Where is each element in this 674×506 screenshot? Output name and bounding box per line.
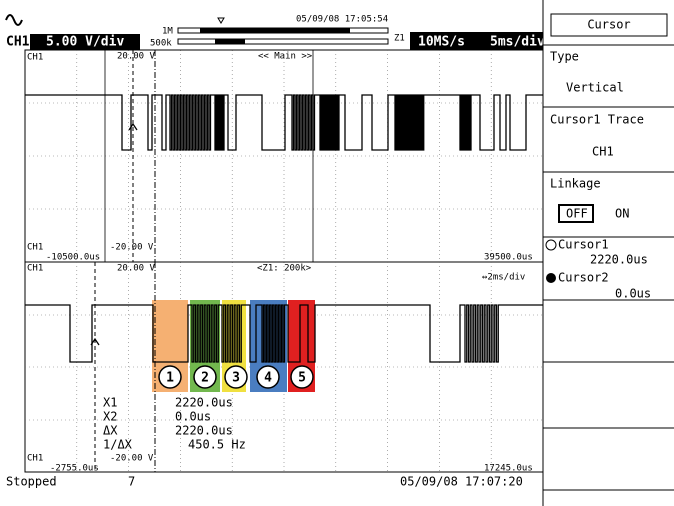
cursor1-label[interactable]: Cursor1: [558, 238, 609, 252]
measure-value: 450.5 Hz: [188, 438, 246, 452]
zoom-window: [104, 49, 314, 263]
measure-value: 2220.0us: [175, 424, 233, 438]
measure-name: 1/ΔX: [103, 438, 133, 452]
upper-ch: CH1: [27, 53, 43, 63]
type-value[interactable]: Vertical: [566, 81, 624, 95]
lower-tend: 17245.0us: [484, 464, 533, 474]
volts: 5.00 V/div: [46, 35, 124, 50]
marker-circle: [256, 365, 280, 389]
lower-label: <Z1: 200k>: [257, 264, 312, 274]
logo: [5, 14, 23, 26]
measure-name: X1: [103, 396, 117, 410]
status-time: 05/09/08 17:07:20: [400, 475, 523, 489]
channel-label: CH1: [6, 35, 30, 50]
cursor2-label[interactable]: Cursor2: [558, 271, 609, 285]
timestamp: 05/09/08 17:05:54: [296, 15, 388, 25]
marker-circle: [290, 365, 314, 389]
waveform-upper: [25, 94, 543, 151]
lower-zoom-timebase: ↔2ms/div: [482, 273, 525, 283]
menu-dividers: [543, 44, 674, 491]
lower-ch: CH1: [27, 264, 43, 274]
measure-name: ΔX: [103, 424, 118, 438]
cursor1-value[interactable]: 2220.0us: [590, 253, 648, 267]
menu-title-box: [550, 13, 668, 37]
upper-tstart: -10500.0us: [46, 253, 100, 263]
zoom-bar: [177, 38, 389, 45]
upper-vmax: 20.00 V: [117, 52, 156, 62]
cursor2-icon: [546, 273, 556, 283]
zoom-fill: [215, 39, 245, 44]
volts-box: [30, 34, 140, 50]
upper-ch-bottom: CH1: [27, 243, 43, 253]
type-label[interactable]: Type: [550, 50, 579, 64]
mem-fill: [200, 28, 350, 33]
linkage-on[interactable]: ON: [615, 207, 629, 221]
status-count: 7: [128, 475, 135, 489]
measure-value: 2220.0us: [175, 396, 233, 410]
cursor2-value[interactable]: 0.0us: [615, 287, 651, 301]
marker-circle: [224, 365, 248, 389]
measure-value: 0.0us: [175, 410, 211, 424]
linkage-off-box: [558, 204, 594, 223]
status-state: Stopped: [6, 475, 57, 489]
mem-top: 1M: [162, 27, 173, 37]
upper-vmin: -20.00 V: [110, 243, 154, 253]
trigger-marker: [217, 17, 225, 24]
zoom-tag: Z1: [394, 34, 405, 44]
lower-ch-bottom: CH1: [27, 454, 43, 464]
measure-name: X2: [103, 410, 117, 424]
sample-rate: 10MS/s: [418, 35, 465, 50]
lower-tstart: -2755.0us: [50, 464, 99, 474]
upper-label: << Main >>: [258, 52, 313, 62]
marker-label: 1: [166, 371, 174, 386]
upper-tend: 39500.0us: [484, 253, 533, 263]
marker-label: 5: [298, 371, 306, 386]
marker-label: 3: [232, 371, 240, 386]
rate-box: [410, 32, 543, 50]
linkage-label[interactable]: Linkage: [550, 177, 601, 191]
timebase: 5ms/div: [490, 35, 545, 50]
cursor1-icon: [545, 239, 557, 251]
marker-circle: [193, 365, 217, 389]
trace-value[interactable]: CH1: [592, 145, 614, 159]
marker-label: 4: [264, 371, 272, 386]
marker-circle: [158, 365, 182, 389]
waveform-lower: [25, 304, 543, 363]
mem-bottom: 500k: [150, 39, 172, 49]
menu-title: Cursor: [587, 18, 630, 32]
trace-label[interactable]: Cursor1 Trace: [550, 113, 644, 127]
linkage-off[interactable]: OFF: [566, 207, 588, 221]
marker-label: 2: [201, 371, 209, 386]
lower-vmax: 20.00 V: [117, 264, 156, 274]
lower-vmin: -20.00 V: [110, 454, 154, 464]
